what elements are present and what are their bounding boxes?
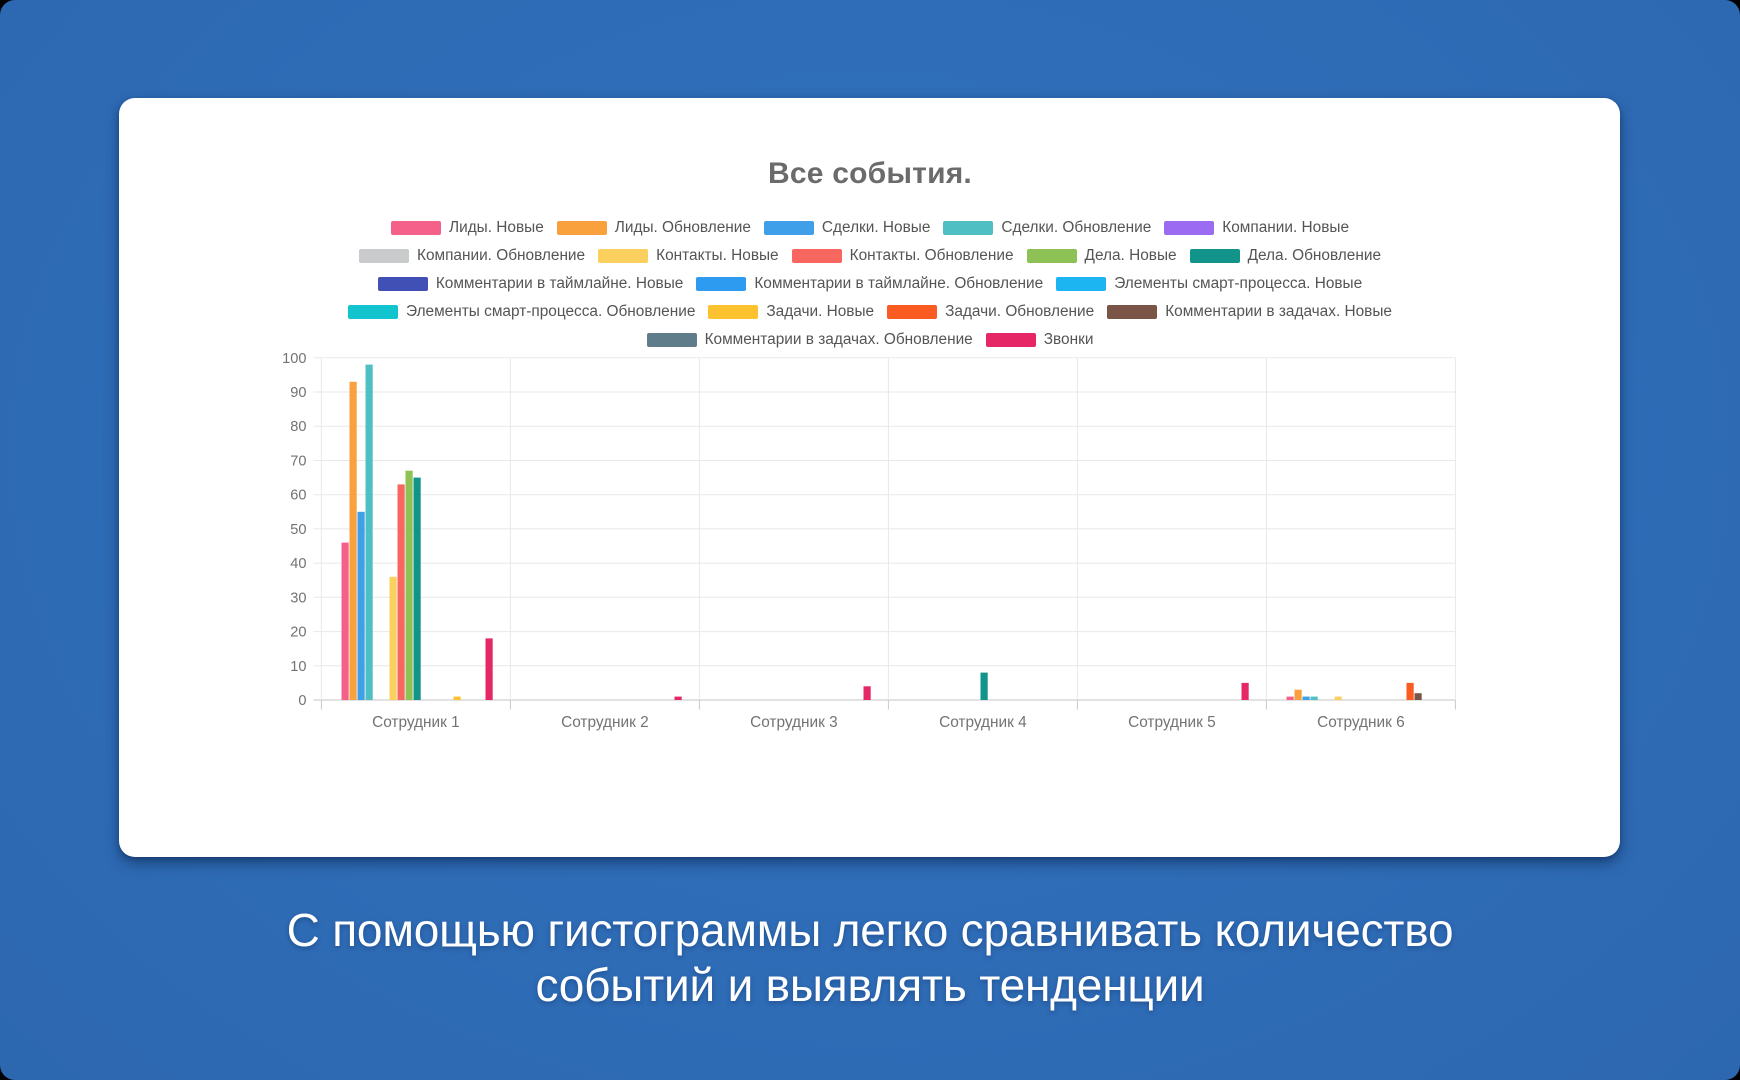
svg-text:60: 60 — [290, 488, 306, 504]
svg-text:40: 40 — [290, 556, 306, 572]
svg-text:0: 0 — [298, 693, 306, 709]
svg-text:50: 50 — [290, 522, 306, 538]
svg-text:80: 80 — [290, 419, 306, 435]
svg-text:Сотрудник 1: Сотрудник 1 — [372, 714, 460, 731]
svg-text:90: 90 — [290, 385, 306, 401]
svg-text:70: 70 — [290, 454, 306, 470]
svg-text:100: 100 — [282, 351, 306, 367]
svg-text:Сотрудник 4: Сотрудник 4 — [939, 714, 1027, 731]
svg-text:30: 30 — [290, 590, 306, 606]
svg-text:10: 10 — [290, 659, 306, 675]
svg-text:20: 20 — [290, 625, 306, 641]
svg-text:Сотрудник 3: Сотрудник 3 — [750, 714, 838, 731]
svg-text:Сотрудник 5: Сотрудник 5 — [1128, 714, 1216, 731]
svg-text:Сотрудник 6: Сотрудник 6 — [1317, 714, 1405, 731]
svg-text:Сотрудник 2: Сотрудник 2 — [561, 714, 649, 731]
